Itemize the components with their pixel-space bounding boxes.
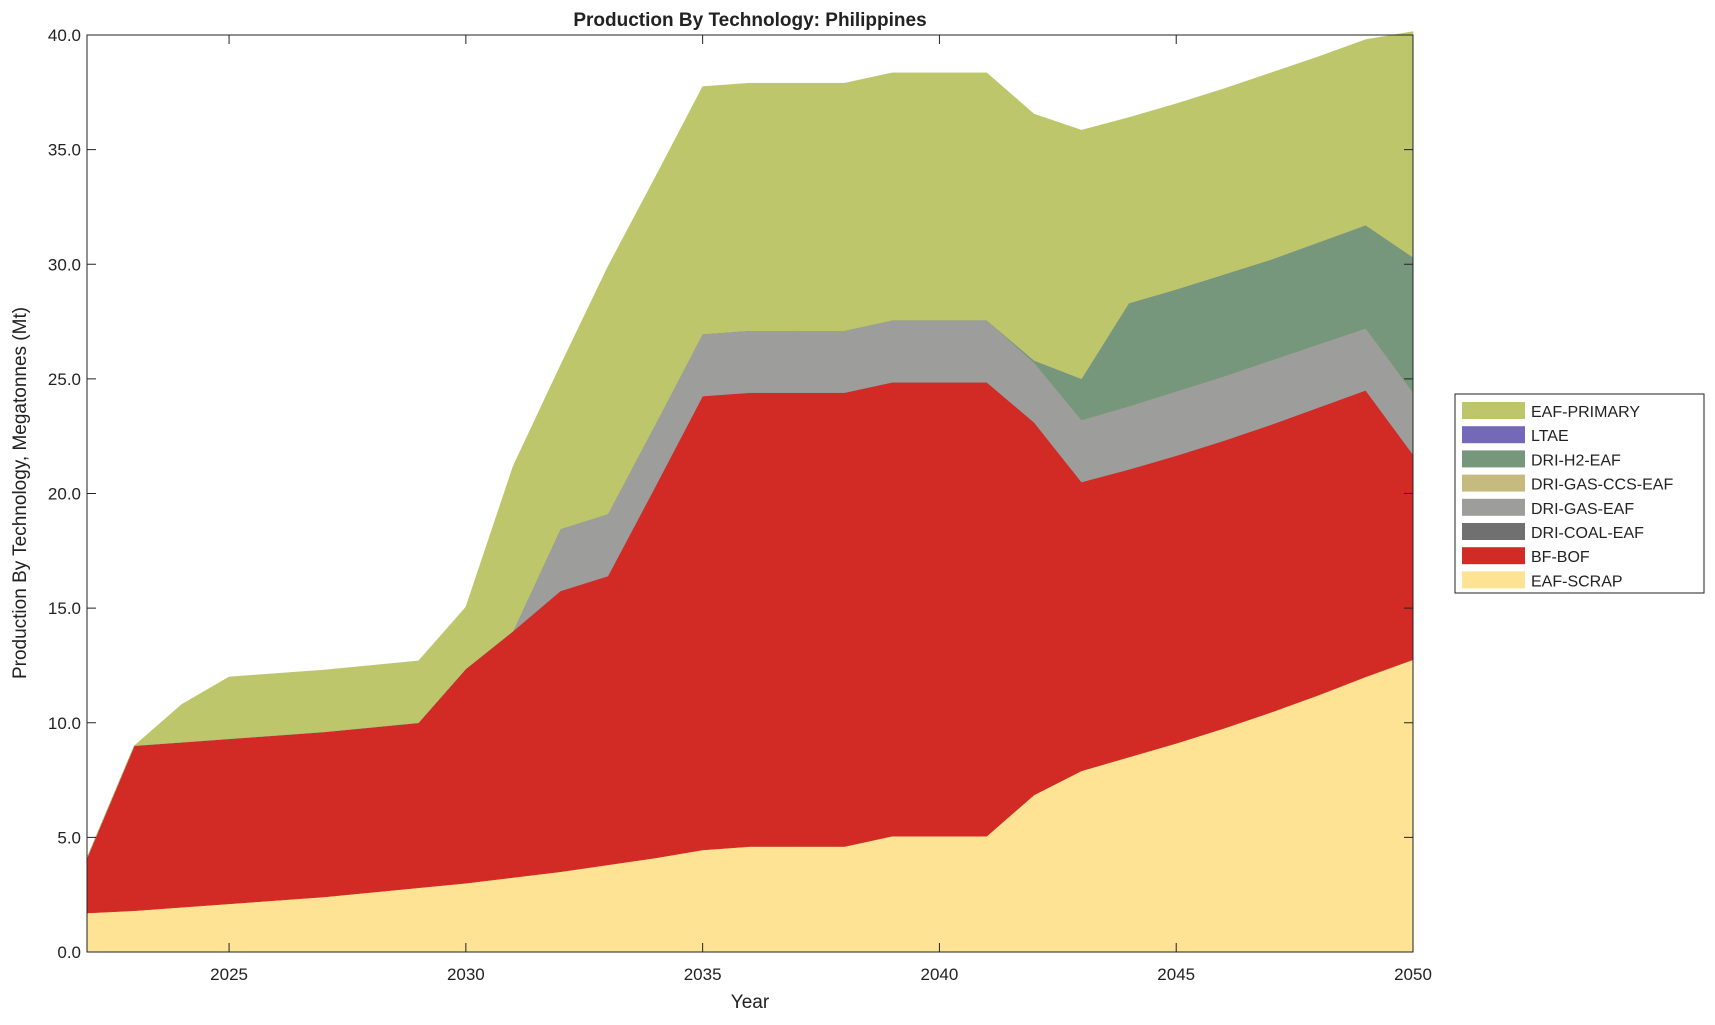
- area-layers: [86, 31, 1414, 953]
- legend-label-dri-h2-eaf: DRI-H2-EAF: [1531, 452, 1621, 469]
- y-tick-label: 25.0: [48, 370, 81, 389]
- x-tick-label: 2025: [210, 965, 248, 984]
- legend-swatch-bf-bof: [1462, 547, 1525, 565]
- y-tick-label: 5.0: [57, 828, 81, 847]
- legend-label-eaf-primary: EAF-PRIMARY: [1531, 404, 1640, 421]
- y-tick-label: 0.0: [57, 943, 81, 962]
- y-axis-label: Production By Technology, Megatonnes (Mt…: [10, 307, 31, 679]
- legend-label-ltae: LTAE: [1531, 428, 1569, 445]
- legend-label-dri-gas-ccs-eaf: DRI-GAS-CCS-EAF: [1531, 477, 1673, 494]
- x-tick-label: 2045: [1157, 965, 1195, 984]
- y-tick-label: 15.0: [48, 599, 81, 618]
- x-tick-label: 2040: [921, 965, 959, 984]
- legend-swatch-dri-gas-eaf: [1462, 498, 1525, 516]
- legend-swatch-ltae: [1462, 426, 1525, 444]
- axis-ticks: 0.0 5.0 10.0 15.0 20.0 25.0 30.0 35.0 40.0 2025 20…: [48, 26, 1432, 984]
- x-tick-label: 2035: [684, 965, 722, 984]
- chart-title: Production By Technology: Philippines: [573, 10, 926, 31]
- y-tick-label: 40.0: [48, 26, 81, 45]
- legend-swatch-dri-h2-eaf: [1462, 450, 1525, 468]
- legend-label-eaf-scrap: EAF-SCRAP: [1531, 573, 1623, 590]
- y-tick-label: 35.0: [48, 141, 81, 160]
- y-tick-label: 10.0: [48, 714, 81, 733]
- x-tick-label: 2030: [447, 965, 485, 984]
- y-tick-label: 20.0: [48, 485, 81, 504]
- x-axis-label: Year: [731, 992, 770, 1013]
- x-tick-label: 2050: [1394, 965, 1432, 984]
- legend-label-bf-bof: BF-BOF: [1531, 549, 1590, 566]
- legend-label-dri-coal-eaf: DRI-COAL-EAF: [1531, 525, 1644, 542]
- legend-swatch-dri-gas-ccs-eaf: [1462, 474, 1525, 492]
- legend-swatch-eaf-scrap: [1462, 571, 1525, 589]
- legend-swatch-eaf-primary: [1462, 402, 1525, 419]
- y-tick-label: 30.0: [48, 255, 81, 274]
- legend: EAF-PRIMARY LTAE DRI-H2-EAF DRI-GAS-CCS-EAF…: [1454, 393, 1705, 594]
- legend-label-dri-gas-eaf: DRI-GAS-EAF: [1531, 501, 1634, 518]
- legend-swatch-dri-coal-eaf: [1462, 523, 1525, 540]
